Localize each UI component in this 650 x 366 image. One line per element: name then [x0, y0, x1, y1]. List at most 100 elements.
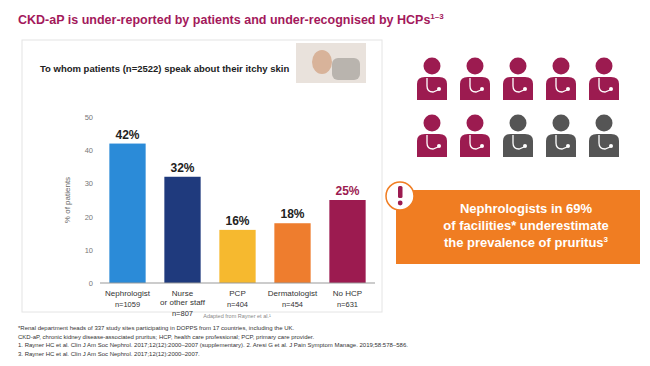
icon-stethoscope: [470, 135, 481, 149]
y-tick-label: 30: [85, 179, 93, 188]
callout-box: [396, 190, 640, 264]
doctor-icon: [503, 58, 533, 101]
photo-bg: [296, 43, 366, 83]
data-label: 25%: [335, 184, 359, 198]
icon-stethoscope: [609, 144, 613, 148]
icon-head: [510, 58, 527, 75]
icon-stethoscope: [523, 144, 527, 148]
exclamation-icon: [386, 182, 414, 210]
doctor-icon: [589, 58, 619, 101]
callout-text: Nephrologists in 69%: [460, 201, 593, 216]
y-tick-label: 10: [85, 246, 93, 255]
x-tick-line: No HCP: [333, 289, 362, 298]
x-tick-label: Nurseor other staff: [160, 289, 206, 307]
icon-head: [553, 58, 570, 75]
icon-body: [503, 134, 533, 157]
icon-body: [417, 134, 447, 157]
x-tick-label: PCP: [229, 289, 245, 298]
slide: CKD-aP is under-reported by patients and…: [0, 0, 650, 366]
icon-body: [417, 77, 447, 100]
icon-head: [596, 58, 613, 75]
icon-body: [546, 77, 576, 100]
icon-body: [460, 134, 490, 157]
icon-body: [589, 134, 619, 157]
icon-stethoscope: [437, 144, 441, 148]
doctor-icon: [417, 115, 447, 158]
data-label: 16%: [225, 214, 249, 228]
icon-body: [589, 77, 619, 100]
x-tick-label: Dermatologist: [268, 289, 318, 298]
chart-panel: [22, 40, 382, 312]
callout-text: of facilities* underestimate: [443, 218, 608, 233]
y-tick-label: 0: [89, 279, 93, 288]
photo-figure: [312, 50, 332, 74]
icon-body: [546, 134, 576, 157]
icon-stethoscope: [609, 87, 613, 91]
icon-head: [424, 115, 441, 132]
x-tick-line: Nurse: [172, 289, 194, 298]
icon-stethoscope: [470, 78, 481, 92]
n-label: n=454: [282, 300, 303, 309]
title-text: CKD-aP is under-reported by patients and…: [18, 13, 430, 27]
doctor-icon: [460, 58, 490, 101]
icon-stethoscope: [513, 135, 524, 149]
title-superscript: 1–3: [430, 12, 444, 21]
icon-stethoscope: [427, 135, 438, 149]
source: Adapted from Rayner et al.¹: [203, 313, 271, 319]
exclamation-circle: [386, 182, 414, 210]
bar: [219, 230, 255, 283]
n-label: n=807: [172, 309, 193, 318]
title: CKD-aP is under-reported by patients and…: [18, 12, 444, 27]
icon-stethoscope: [566, 144, 570, 148]
data-label: 42%: [115, 128, 139, 142]
bar: [329, 200, 365, 283]
bar: [164, 177, 200, 283]
icon-head: [467, 58, 484, 75]
x-tick-line: or other staff: [160, 298, 206, 307]
footnote: CKD-aP, chronic kidney disease-associate…: [18, 334, 314, 340]
callout-line: of facilities* underestimate: [443, 218, 608, 233]
n-label: n=1059: [115, 300, 140, 309]
y-tick-label: 50: [85, 113, 93, 122]
x-tick-label: No HCP: [333, 289, 362, 298]
icon-head: [510, 115, 527, 132]
bars: [109, 144, 365, 283]
icon-stethoscope: [599, 135, 610, 149]
icon-head: [596, 115, 613, 132]
footnote: 1. Rayner HC et al. Clin J Am Soc Nephro…: [18, 342, 408, 348]
icon-stethoscope: [480, 144, 484, 148]
icon-body: [503, 77, 533, 100]
icon-stethoscope: [427, 78, 438, 92]
icon-stethoscope: [513, 78, 524, 92]
doctor-icon: [546, 115, 576, 158]
icon-stethoscope: [566, 87, 570, 91]
photo: [296, 43, 366, 83]
data-label: 18%: [280, 207, 304, 221]
x-tick-line: Nephrologist: [105, 289, 151, 298]
y-tick-label: 40: [85, 146, 93, 155]
icon-stethoscope: [480, 87, 484, 91]
exclamation-bar: [398, 186, 403, 198]
x-axis: [100, 283, 375, 284]
footnote: 3. Rayner HC et al. Clin J Am Soc Nephro…: [18, 351, 200, 357]
y-axis-label: % of patients: [63, 177, 72, 223]
bar: [109, 144, 145, 283]
callout-line: the prevalence of pruritus3: [444, 235, 609, 250]
doctor-icon: [460, 115, 490, 158]
icon-body: [460, 77, 490, 100]
exclamation-dot: [398, 201, 403, 206]
icon-stethoscope: [437, 87, 441, 91]
callout-superscript: 3: [604, 235, 609, 244]
footnote: *Renal department heads of 337 study sit…: [18, 325, 294, 331]
doctor-icon: [503, 115, 533, 158]
icon-stethoscope: [599, 78, 610, 92]
icon-stethoscope: [556, 78, 567, 92]
n-label: n=631: [337, 300, 358, 309]
chart-title: To whom patients (n=2522) speak about th…: [40, 63, 289, 74]
x-tick-line: PCP: [229, 289, 245, 298]
icon-head: [467, 115, 484, 132]
callout-line: Nephrologists in 69%: [460, 201, 593, 216]
icon-stethoscope: [556, 135, 567, 149]
icon-head: [553, 115, 570, 132]
doctor-icon: [589, 115, 619, 158]
